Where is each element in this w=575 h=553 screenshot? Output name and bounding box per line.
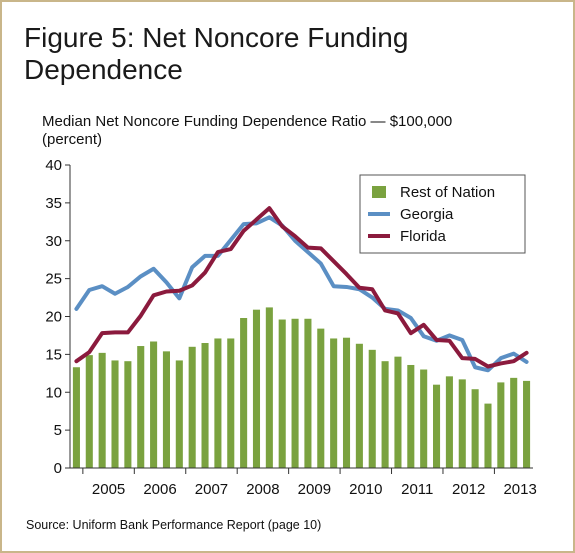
y-tick-label: 35	[45, 195, 62, 212]
y-tick-label: 25	[45, 271, 62, 288]
x-tick-label-2005: 2005	[92, 481, 125, 498]
bar-2007-q2	[201, 343, 209, 468]
bar-2006-q4	[175, 360, 183, 468]
bar-2013-q1	[497, 382, 505, 468]
bar-2009-q2	[304, 318, 312, 468]
y-tick-label: 10	[45, 384, 62, 401]
bar-2007-q3	[214, 338, 222, 468]
y-axis-label: (percent)	[42, 131, 103, 148]
bar-2006-q2	[150, 341, 158, 468]
bar-2011-q1	[394, 356, 402, 468]
legend-swatch-bar	[372, 186, 386, 198]
bar-2005-q3	[111, 360, 119, 468]
y-tick-label: 30	[45, 233, 62, 250]
bar-2006-q1	[137, 346, 145, 468]
line-florida	[74, 206, 529, 369]
series-lines	[74, 206, 529, 373]
source-note: Source: Uniform Bank Performance Report …	[26, 518, 322, 532]
bar-2007-q1	[188, 346, 196, 468]
bar-2009-q4	[330, 338, 338, 468]
x-tick-label-2007: 2007	[195, 481, 228, 498]
y-tick-label: 20	[45, 309, 62, 326]
legend-label-georgia: Georgia	[400, 206, 454, 223]
bar-2008-q2	[252, 309, 261, 468]
bar-2010-q4	[381, 361, 389, 468]
bar-2008-q1	[240, 318, 248, 468]
x-tick-label-2011: 2011	[401, 481, 433, 498]
x-tick-label-2009: 2009	[298, 481, 331, 498]
x-tick-label-2013: 2013	[503, 481, 536, 498]
figure-title: Figure 5: Net Noncore Funding Dependence	[24, 22, 409, 85]
bar-2012-q2	[458, 379, 466, 468]
x-tick-label-2006: 2006	[143, 481, 176, 498]
bar-2005-q1	[85, 355, 93, 468]
y-tick-label: 15	[45, 346, 62, 363]
bar-2004-q4	[72, 367, 80, 468]
legend-label-florida: Florida	[400, 228, 447, 245]
bar-2011-q3	[420, 369, 428, 468]
bar-2008-q3	[265, 307, 273, 468]
bar-2008-q4	[278, 319, 286, 468]
x-tick-label-2012: 2012	[452, 481, 485, 498]
x-tick-label-2010: 2010	[349, 481, 382, 498]
bar-2012-q4	[484, 403, 492, 468]
chart-title: Median Net Noncore Funding Dependence Ra…	[42, 113, 453, 130]
bar-2010-q2	[355, 343, 363, 468]
bar-2005-q4	[124, 361, 132, 468]
bar-2011-q2	[407, 364, 415, 468]
x-tick-label-2008: 2008	[246, 481, 279, 498]
line-georgia	[74, 215, 529, 373]
bar-2005-q2	[98, 352, 106, 468]
bar-2006-q3	[162, 351, 170, 468]
bar-2009-q1	[291, 318, 299, 468]
legend-label-rest-of-nation: Rest of Nation	[400, 184, 495, 201]
bar-2012-q1	[445, 376, 453, 468]
bar-2009-q3	[317, 328, 325, 468]
y-tick-label: 40	[45, 157, 62, 174]
bar-2012-q3	[471, 389, 479, 468]
bar-2013-q3	[523, 380, 531, 468]
bars-rest-of-nation	[72, 307, 531, 468]
bar-2013-q2	[510, 377, 518, 468]
bar-2010-q1	[342, 337, 351, 468]
y-tick-label: 0	[54, 460, 62, 477]
y-tick-label: 5	[54, 422, 62, 439]
bar-2011-q4	[433, 384, 441, 468]
bar-2007-q4	[227, 338, 235, 468]
bar-2010-q3	[368, 349, 376, 468]
axes: 0 5 10 15 20 25 30 35 40 2005 2006 2007 2008 2009 2010…	[45, 157, 537, 498]
legend: Rest of Nation Georgia Florida	[359, 174, 526, 254]
